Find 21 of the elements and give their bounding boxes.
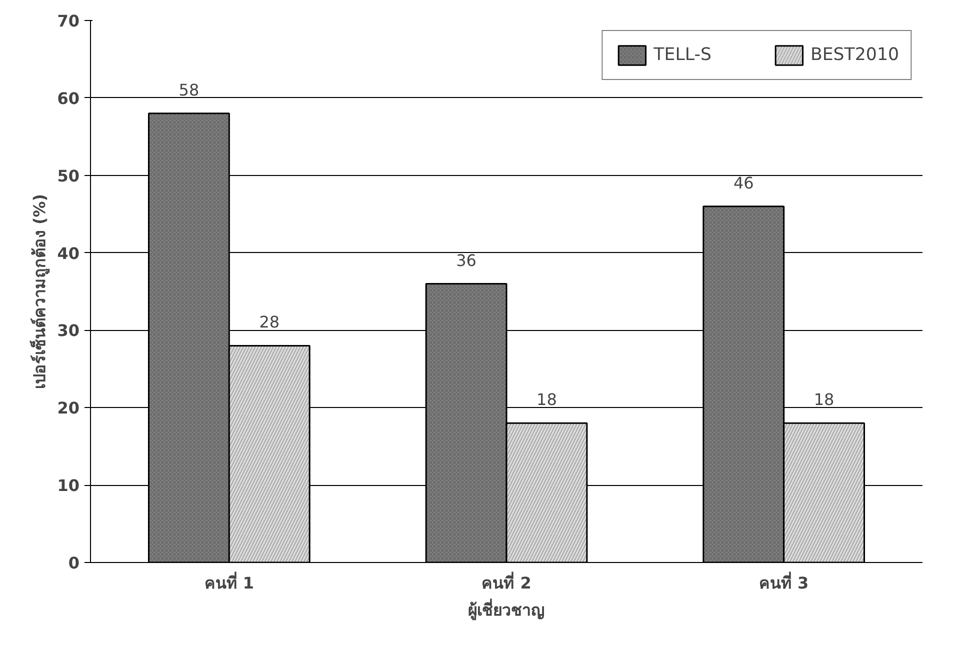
x-axis-title: ผู้เชี่ยวชาญ xyxy=(468,598,545,622)
data-label: 36 xyxy=(456,250,476,270)
data-label: 18 xyxy=(814,390,834,410)
y-tick-label: 0 xyxy=(68,554,80,572)
y-axis-title: เปอร์เซ็นต์ความถูกต้อง (%) xyxy=(28,194,52,390)
data-label: 28 xyxy=(259,312,280,332)
y-tick-label: 30 xyxy=(57,321,80,340)
legend-label: BEST2010 xyxy=(810,45,899,65)
y-tick-label: 10 xyxy=(57,476,80,496)
y-tick-label: 50 xyxy=(57,166,80,186)
legend-label: TELL-S xyxy=(654,45,712,65)
x-tick-label: คนที่ 3 xyxy=(758,572,809,592)
data-label: 58 xyxy=(178,80,200,100)
x-tick-label: คนที่ 2 xyxy=(482,572,532,592)
y-tick-label: 40 xyxy=(57,244,80,263)
y-tick-label: 20 xyxy=(57,398,80,418)
y-tick-label: 70 xyxy=(57,12,80,30)
x-tick-label: คนที่ 1 xyxy=(204,572,254,592)
y-tick-label: 60 xyxy=(57,88,80,108)
data-label: 46 xyxy=(733,173,754,192)
data-label: 18 xyxy=(536,390,557,410)
